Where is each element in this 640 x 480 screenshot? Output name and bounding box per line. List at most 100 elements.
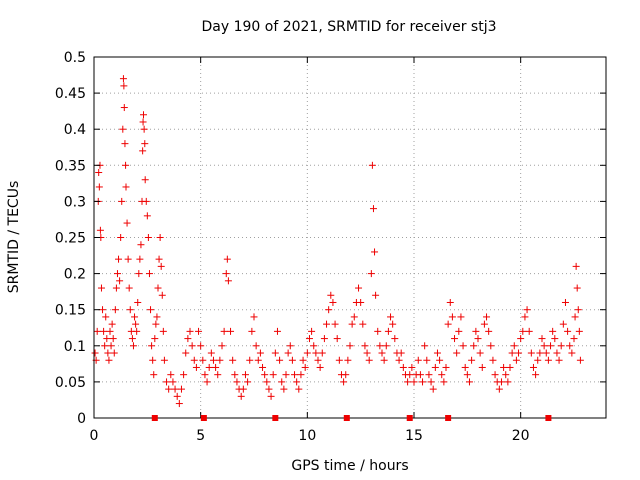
- data-point: [453, 349, 461, 357]
- data-point: [384, 327, 392, 335]
- data-point: [308, 327, 316, 335]
- data-point: [132, 320, 140, 328]
- data-point: [568, 349, 576, 357]
- data-point: [105, 356, 113, 364]
- data-point: [237, 392, 245, 400]
- data-point: [139, 147, 147, 155]
- data-point: [129, 342, 137, 350]
- data-point: [216, 356, 224, 364]
- data-point: [195, 327, 203, 335]
- data-point: [519, 327, 527, 335]
- data-point: [133, 327, 141, 335]
- data-point: [142, 197, 150, 205]
- y-tick-label: 0.25: [55, 231, 86, 247]
- data-point: [261, 371, 269, 379]
- data-point: [149, 356, 157, 364]
- data-point: [280, 385, 288, 393]
- data-point: [361, 342, 369, 350]
- data-point: [547, 342, 555, 350]
- data-point: [297, 371, 305, 379]
- data-point: [448, 313, 456, 321]
- data-point: [559, 320, 567, 328]
- data-point: [278, 378, 286, 386]
- data-point: [102, 313, 110, 321]
- data-point: [389, 320, 397, 328]
- data-point: [110, 349, 118, 357]
- data-point: [399, 363, 407, 371]
- data-point: [544, 356, 552, 364]
- data-point: [186, 327, 194, 335]
- data-point: [566, 342, 574, 350]
- data-point: [265, 385, 273, 393]
- data-point: [571, 313, 579, 321]
- data-point: [474, 335, 482, 343]
- data-point: [220, 327, 228, 335]
- x-tick-label: 5: [196, 428, 205, 444]
- data-point: [131, 313, 139, 321]
- data-point: [457, 313, 465, 321]
- data-point: [487, 342, 495, 350]
- data-point: [95, 183, 103, 191]
- data-point: [169, 378, 177, 386]
- data-point: [408, 363, 416, 371]
- data-point: [119, 75, 127, 83]
- data-point: [120, 82, 128, 90]
- data-point: [256, 349, 264, 357]
- x-axis-markers: [151, 415, 552, 421]
- data-point: [414, 356, 422, 364]
- data-point: [152, 320, 160, 328]
- data-point: [325, 306, 333, 314]
- data-point: [555, 356, 563, 364]
- data-point: [205, 363, 213, 371]
- data-point: [340, 378, 348, 386]
- data-point: [446, 298, 454, 306]
- axis-ticks: 0 0.05 0.1 0.15 0.2 0.25 0.3 0.35 0.4 0.45 0.5 0 5 10…: [55, 50, 606, 444]
- data-point: [465, 378, 473, 386]
- data-point: [444, 320, 452, 328]
- data-point: [188, 342, 196, 350]
- data-point: [124, 255, 132, 263]
- data-point: [139, 118, 147, 126]
- data-point: [160, 356, 168, 364]
- data-point: [154, 284, 162, 292]
- data-point: [288, 356, 296, 364]
- data-point: [576, 356, 584, 364]
- data-point: [134, 298, 142, 306]
- data-point: [436, 356, 444, 364]
- data-point: [363, 349, 371, 357]
- data-point: [350, 313, 358, 321]
- data-point: [440, 378, 448, 386]
- data-point: [451, 335, 459, 343]
- data-point: [391, 335, 399, 343]
- data-point: [180, 371, 188, 379]
- data-point: [512, 356, 520, 364]
- data-point: [468, 356, 476, 364]
- data-point: [271, 349, 279, 357]
- grid: [94, 57, 606, 418]
- data-point: [331, 320, 339, 328]
- data-point: [233, 378, 241, 386]
- data-point: [93, 327, 101, 335]
- data-point: [416, 371, 424, 379]
- data-point: [136, 255, 144, 263]
- y-tick-label: 0.3: [64, 194, 86, 210]
- data-point: [527, 349, 535, 357]
- data-point: [227, 327, 235, 335]
- data-point: [209, 356, 217, 364]
- data-point: [433, 349, 441, 357]
- data-point: [137, 241, 145, 249]
- data-point: [167, 371, 175, 379]
- data-point: [376, 342, 384, 350]
- y-tick-label: 0.35: [55, 158, 86, 174]
- data-point: [148, 342, 156, 350]
- data-point: [113, 270, 121, 278]
- x-tick-label: 15: [405, 428, 423, 444]
- data-point: [342, 371, 350, 379]
- data-point: [199, 356, 207, 364]
- x-axis-marker: [151, 415, 158, 421]
- data-point: [147, 306, 155, 314]
- data-point: [305, 335, 313, 343]
- data-point: [182, 349, 190, 357]
- data-point: [455, 327, 463, 335]
- data-point: [316, 363, 324, 371]
